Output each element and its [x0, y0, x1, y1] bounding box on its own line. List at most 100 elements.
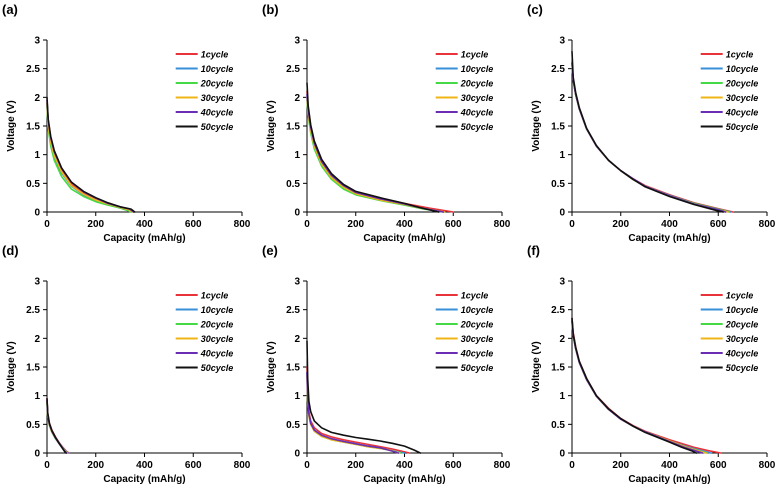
series-line-10cycle: [306, 371, 406, 454]
y-tick-label: 1: [294, 150, 300, 161]
y-tick-label: 0.5: [551, 420, 565, 431]
series-line-10cycle: [571, 320, 712, 454]
legend-label: 10cycle: [726, 305, 759, 315]
series-line-20cycle: [306, 99, 445, 213]
y-tick-label: 0.5: [551, 179, 565, 190]
legend-label: 20cycle: [460, 79, 494, 89]
panel-label: (c): [527, 2, 543, 17]
y-tick-label: 0.5: [26, 179, 40, 190]
x-tick-label: 800: [494, 219, 511, 230]
x-tick-label: 600: [185, 460, 202, 471]
x-tick-label: 600: [185, 219, 202, 230]
series-line-50cycle: [571, 317, 698, 454]
y-tick-label: 2: [559, 334, 565, 345]
legend-label: 10cycle: [201, 305, 234, 315]
legend-label: 10cycle: [201, 64, 234, 74]
x-tick-label: 400: [661, 460, 678, 471]
series-line-40cycle: [306, 371, 400, 454]
y-tick-label: 2.5: [551, 64, 565, 75]
x-axis-title: Capacity (mAh/g): [628, 233, 710, 244]
x-tick-label: 400: [396, 460, 413, 471]
y-tick-label: 3: [559, 277, 565, 288]
legend-label: 1cycle: [201, 50, 229, 60]
x-tick-label: 200: [87, 219, 104, 230]
x-tick-label: 0: [304, 460, 310, 471]
y-tick-label: 0: [294, 449, 300, 460]
x-tick-label: 200: [87, 460, 104, 471]
x-tick-label: 800: [759, 219, 776, 230]
x-tick-label: 0: [44, 460, 50, 471]
legend-label: 50cycle: [461, 122, 494, 132]
chart-panel: (b) 0 0.5 1 1.5 2 2.5 3 0 200 400 600 800 Capacity (m…: [262, 2, 511, 244]
y-axis-title: Voltage (V): [6, 341, 17, 392]
y-tick-label: 3: [559, 36, 565, 47]
legend-label: 1cycle: [726, 50, 754, 60]
legend-label: 30cycle: [201, 93, 234, 103]
legend-label: 50cycle: [726, 122, 759, 132]
y-tick-label: 0: [34, 449, 40, 460]
series-line-50cycle: [306, 82, 440, 213]
x-tick-label: 600: [445, 219, 462, 230]
x-tick-label: 400: [136, 219, 153, 230]
panel-label: (b): [262, 2, 279, 17]
y-tick-label: 0.5: [286, 179, 300, 190]
y-tick-label: 2: [34, 334, 40, 345]
x-tick-label: 800: [234, 219, 251, 230]
x-tick-label: 600: [710, 219, 727, 230]
legend-label: 20cycle: [200, 320, 234, 330]
y-tick-label: 2.5: [286, 64, 300, 75]
y-axis-title: Voltage (V): [266, 341, 277, 392]
y-tick-label: 1.5: [26, 363, 40, 374]
y-tick-label: 1.5: [286, 122, 300, 133]
legend-label: 20cycle: [725, 79, 759, 89]
series-line-30cycle: [571, 62, 729, 213]
x-axis-title: Capacity (mAh/g): [103, 474, 185, 485]
series-line-40cycle: [306, 93, 445, 213]
legend-label: 10cycle: [461, 64, 494, 74]
series-line-1cycle: [306, 366, 411, 454]
legend-label: 40cycle: [725, 108, 759, 118]
y-axis-title: Voltage (V): [531, 100, 542, 151]
legend-label: 40cycle: [200, 108, 234, 118]
legend-label: 30cycle: [461, 93, 494, 103]
y-tick-label: 2.5: [26, 305, 40, 316]
y-tick-label: 3: [294, 277, 300, 288]
panel-label: (d): [2, 243, 19, 258]
y-axis-title: Voltage (V): [6, 100, 17, 151]
x-axis-title: Capacity (mAh/g): [103, 233, 185, 244]
y-tick-label: 1: [34, 150, 40, 161]
legend-label: 50cycle: [201, 363, 234, 373]
y-tick-label: 1.5: [551, 122, 565, 133]
y-tick-label: 2: [559, 93, 565, 104]
x-tick-label: 0: [304, 219, 310, 230]
legend-label: 20cycle: [200, 79, 234, 89]
x-axis-title: Capacity (mAh/g): [363, 474, 445, 485]
legend-label: 1cycle: [461, 291, 489, 301]
x-tick-label: 800: [759, 460, 776, 471]
y-tick-label: 2: [294, 93, 300, 104]
x-tick-label: 600: [445, 460, 462, 471]
x-tick-label: 200: [347, 219, 364, 230]
series-line-40cycle: [571, 62, 727, 213]
legend-label: 30cycle: [726, 334, 759, 344]
y-tick-label: 0.5: [26, 420, 40, 431]
y-tick-label: 0: [559, 208, 565, 219]
x-tick-label: 400: [661, 219, 678, 230]
y-axis-title: Voltage (V): [266, 100, 277, 151]
x-tick-label: 400: [136, 460, 153, 471]
legend-label: 30cycle: [726, 93, 759, 103]
legend-label: 50cycle: [461, 363, 494, 373]
y-tick-label: 2: [294, 334, 300, 345]
legend-label: 40cycle: [200, 349, 234, 359]
series-line-50cycle: [571, 50, 724, 213]
x-axis-title: Capacity (mAh/g): [363, 233, 445, 244]
legend-label: 40cycle: [725, 349, 759, 359]
y-tick-label: 0: [559, 449, 565, 460]
y-tick-label: 2.5: [551, 305, 565, 316]
y-tick-label: 1.5: [551, 363, 565, 374]
y-tick-label: 3: [294, 36, 300, 47]
y-tick-label: 2.5: [286, 305, 300, 316]
y-tick-label: 1: [34, 391, 40, 402]
y-tick-label: 1: [294, 391, 300, 402]
